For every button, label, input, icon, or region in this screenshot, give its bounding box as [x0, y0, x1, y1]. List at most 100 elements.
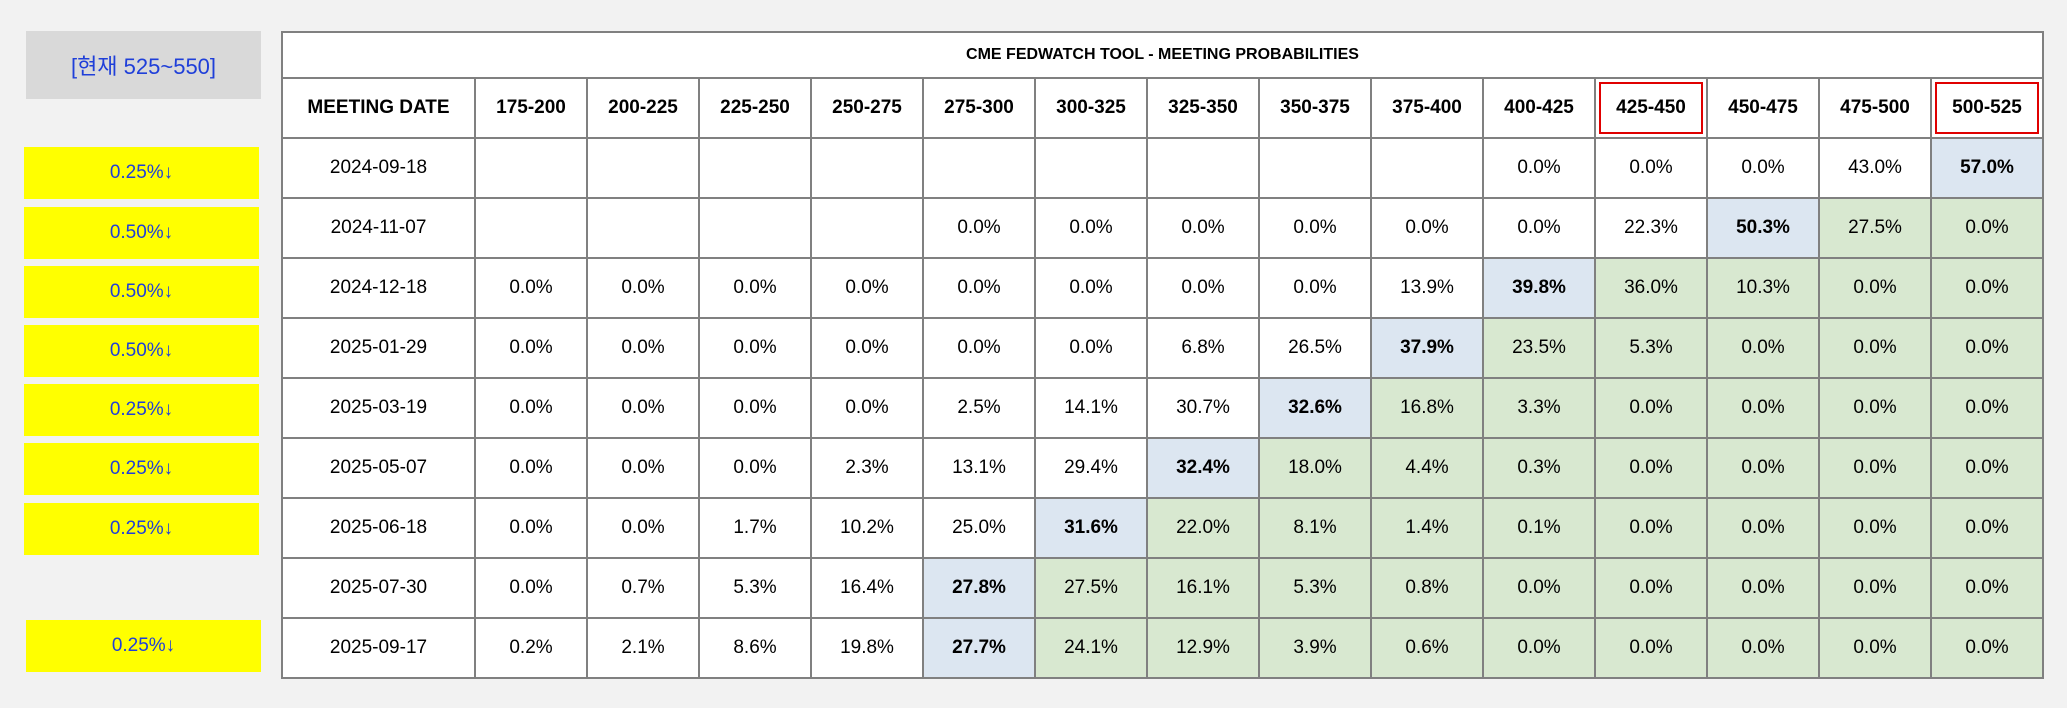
- probability-cell: 0.0%: [1930, 557, 2044, 619]
- probability-cell: 0.0%: [1594, 557, 1708, 619]
- probability-cell: 0.0%: [1706, 317, 1820, 379]
- probability-cell: 12.9%: [1146, 617, 1260, 679]
- rate-cut-label: 0.25%↓: [24, 443, 259, 495]
- probability-cell: [810, 197, 924, 259]
- probability-cell: 0.0%: [1594, 437, 1708, 499]
- rate-range-header: 175-200: [474, 77, 588, 139]
- rate-cut-label: 0.25%↓: [24, 503, 259, 555]
- probability-cell: 0.0%: [1482, 617, 1596, 679]
- meeting-date-cell: 2025-07-30: [281, 557, 476, 619]
- probability-cell: 0.0%: [1818, 557, 1932, 619]
- probability-cell: 30.7%: [1146, 377, 1260, 439]
- probability-cell: 10.2%: [810, 497, 924, 559]
- probability-cell: [586, 197, 700, 259]
- probability-cell: 0.0%: [1706, 377, 1820, 439]
- probability-cell: 0.0%: [698, 437, 812, 499]
- probability-cell: 0.0%: [1034, 197, 1148, 259]
- probability-cell: 0.6%: [1370, 617, 1484, 679]
- probability-cell: [586, 137, 700, 199]
- probability-cell: 0.0%: [698, 317, 812, 379]
- meeting-date-header: MEETING DATE: [281, 77, 476, 139]
- probability-cell: 0.0%: [1482, 137, 1596, 199]
- probability-cell: 2.1%: [586, 617, 700, 679]
- rate-cut-label: 0.50%↓: [24, 266, 259, 318]
- probability-cell: 0.0%: [1034, 257, 1148, 319]
- table-row: 2024-12-18 0.0% 0.0% 0.0% 0.0% 0.0% 0.0% 0.0% 0.…: [281, 257, 2044, 319]
- probability-cell: 0.0%: [922, 257, 1036, 319]
- probability-cell: 0.0%: [1818, 377, 1932, 439]
- probability-cell: 24.1%: [1034, 617, 1148, 679]
- probability-cell: 0.0%: [1482, 557, 1596, 619]
- probability-cell: 22.0%: [1146, 497, 1260, 559]
- table-row: 2025-05-07 0.0% 0.0% 0.0% 2.3% 13.1% 29.4% 32.4…: [281, 437, 2044, 499]
- probability-cell: 0.0%: [586, 437, 700, 499]
- rate-cut-label: 0.50%↓: [24, 207, 259, 259]
- meeting-date-cell: 2024-09-18: [281, 137, 476, 199]
- probability-cell: 27.5%: [1034, 557, 1148, 619]
- probability-cell: 3.3%: [1482, 377, 1596, 439]
- probability-cell: 0.0%: [1930, 257, 2044, 319]
- rate-range-header: 275-300: [922, 77, 1036, 139]
- table-row: 2025-01-29 0.0% 0.0% 0.0% 0.0% 0.0% 0.0% 6.8% 26…: [281, 317, 2044, 379]
- probability-cell: 16.4%: [810, 557, 924, 619]
- probability-cell: [1370, 137, 1484, 199]
- probability-cell: 0.0%: [474, 497, 588, 559]
- probability-cell: 0.0%: [1706, 437, 1820, 499]
- probability-cell: 29.4%: [1034, 437, 1148, 499]
- probability-cell: 2.3%: [810, 437, 924, 499]
- rate-range-header: 325-350: [1146, 77, 1260, 139]
- probability-cell: [1146, 137, 1260, 199]
- rate-cut-label: 0.25%↓: [26, 620, 261, 672]
- rate-cut-label: 0.25%↓: [24, 147, 259, 199]
- probability-cell: [1258, 137, 1372, 199]
- probability-cell: 31.6%: [1034, 497, 1148, 559]
- probability-cell: 39.8%: [1482, 257, 1596, 319]
- probability-cell: 0.0%: [586, 497, 700, 559]
- probability-cell: 0.0%: [1818, 497, 1932, 559]
- probability-cell: 27.8%: [922, 557, 1036, 619]
- probability-cell: 22.3%: [1594, 197, 1708, 259]
- probability-cell: 0.0%: [1818, 437, 1932, 499]
- probability-cell: 8.6%: [698, 617, 812, 679]
- probability-cell: 0.0%: [1370, 197, 1484, 259]
- rate-range-header: 500-525: [1930, 77, 2044, 139]
- probability-cell: 0.0%: [1818, 257, 1932, 319]
- probability-cell: 0.0%: [1146, 197, 1260, 259]
- probability-cell: 0.0%: [1818, 317, 1932, 379]
- fedwatch-probability-table: CME FEDWATCH TOOL - MEETING PROBABILITIE…: [281, 31, 2044, 679]
- probability-cell: 10.3%: [1706, 257, 1820, 319]
- rate-range-header: 475-500: [1818, 77, 1932, 139]
- rate-cut-label: 0.50%↓: [24, 325, 259, 377]
- probability-cell: [1034, 137, 1148, 199]
- table-title: CME FEDWATCH TOOL - MEETING PROBABILITIE…: [281, 31, 2044, 79]
- probability-cell: 3.9%: [1258, 617, 1372, 679]
- probability-cell: 0.0%: [698, 257, 812, 319]
- meeting-date-cell: 2024-12-18: [281, 257, 476, 319]
- probability-cell: 0.0%: [1706, 137, 1820, 199]
- rate-range-header: 200-225: [586, 77, 700, 139]
- probability-cell: 0.0%: [474, 437, 588, 499]
- probability-cell: 0.0%: [922, 317, 1036, 379]
- probability-cell: 32.4%: [1146, 437, 1260, 499]
- probability-cell: 0.0%: [1930, 617, 2044, 679]
- rate-range-header: 350-375: [1258, 77, 1372, 139]
- probability-cell: 6.8%: [1146, 317, 1260, 379]
- table-row: 2025-07-30 0.0% 0.7% 5.3% 16.4% 27.8% 27.5% 16.…: [281, 557, 2044, 619]
- probability-cell: 0.0%: [586, 257, 700, 319]
- current-rate-label: [현재 525~550]: [26, 31, 261, 99]
- probability-cell: 0.0%: [1594, 497, 1708, 559]
- probability-cell: 0.0%: [1930, 377, 2044, 439]
- probability-cell: 0.0%: [1930, 497, 2044, 559]
- probability-cell: [698, 197, 812, 259]
- probability-cell: 50.3%: [1706, 197, 1820, 259]
- probability-cell: 0.0%: [1034, 317, 1148, 379]
- probability-cell: 0.0%: [1930, 197, 2044, 259]
- probability-cell: [698, 137, 812, 199]
- meeting-date-cell: 2025-09-17: [281, 617, 476, 679]
- probability-cell: 0.7%: [586, 557, 700, 619]
- probability-cell: 0.0%: [1930, 437, 2044, 499]
- probability-cell: 4.4%: [1370, 437, 1484, 499]
- probability-cell: 25.0%: [922, 497, 1036, 559]
- probability-cell: 16.1%: [1146, 557, 1260, 619]
- probability-cell: 5.3%: [1258, 557, 1372, 619]
